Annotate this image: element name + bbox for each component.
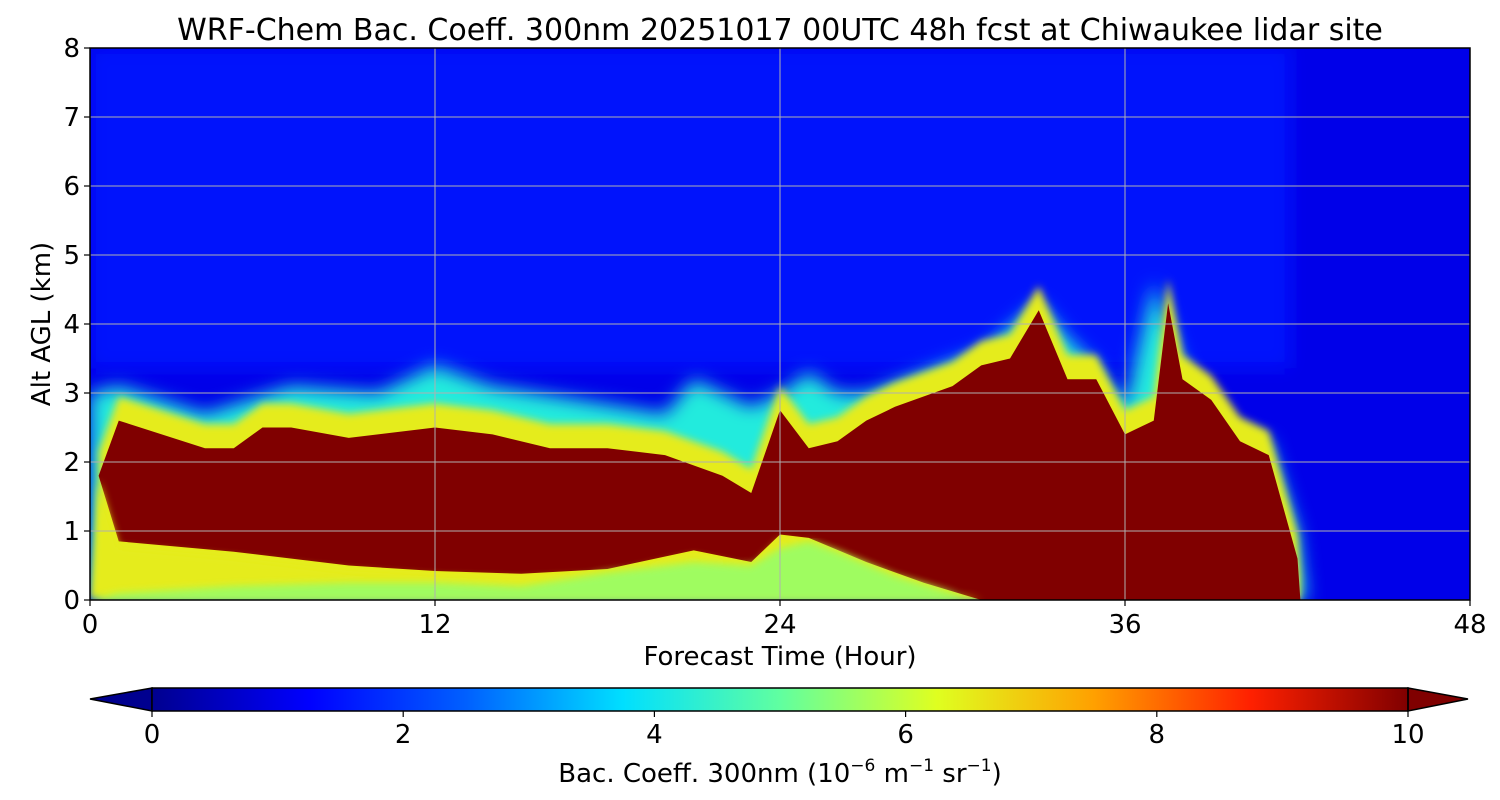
y-tick-label: 0 (63, 586, 80, 616)
surface-gradient (90, 481, 982, 600)
x-tick-label: 12 (418, 610, 451, 640)
grid-lines (90, 48, 1470, 600)
y-axis-label: Alt AGL (km) (27, 242, 57, 406)
colorbar-tick-label: 0 (144, 720, 161, 750)
colorbar-tick-label: 6 (897, 720, 914, 750)
y-tick-label: 7 (63, 103, 80, 133)
y-axis: 0 1 2 3 4 5 6 7 8 (63, 34, 90, 616)
y-tick-label: 8 (63, 34, 80, 64)
x-tick-label: 48 (1453, 610, 1486, 640)
colorbar-tick-label: 4 (646, 720, 663, 750)
colorbar-tick-label: 8 (1149, 720, 1166, 750)
colorbar: 0 2 4 6 8 10 (89, 687, 1469, 750)
colorbar-gradient (152, 688, 1408, 711)
colorbar-ticks: 0 2 4 6 8 10 (144, 711, 1425, 750)
aerosol-core (98, 303, 1301, 600)
x-tick-label: 36 (1108, 610, 1141, 640)
y-tick-label: 5 (63, 241, 80, 271)
y-tick-label: 4 (63, 310, 80, 340)
colorbar-under-arrow (89, 687, 153, 712)
y-tick-label: 1 (63, 517, 80, 547)
colorbar-tick-label: 2 (395, 720, 412, 750)
x-axis-label: Forecast Time (Hour) (643, 642, 916, 672)
y-tick-label: 3 (63, 379, 80, 409)
y-tick-label: 6 (63, 172, 80, 202)
surface-low-layer (90, 541, 967, 600)
x-tick-label: 0 (82, 610, 99, 640)
colorbar-over-arrow (1407, 687, 1469, 712)
chart-title: WRF-Chem Bac. Coeff. 300nm 20251017 00UT… (177, 13, 1383, 48)
y-tick-label: 2 (63, 448, 80, 478)
x-tick-label: 24 (763, 610, 796, 640)
colorbar-tick-label: 10 (1391, 720, 1424, 750)
upper-field (90, 48, 1291, 369)
colorbar-label: Bac. Coeff. 300nm (10−6 m−1 sr−1) (558, 756, 1001, 789)
x-axis: 0 12 24 36 48 (82, 600, 1487, 640)
